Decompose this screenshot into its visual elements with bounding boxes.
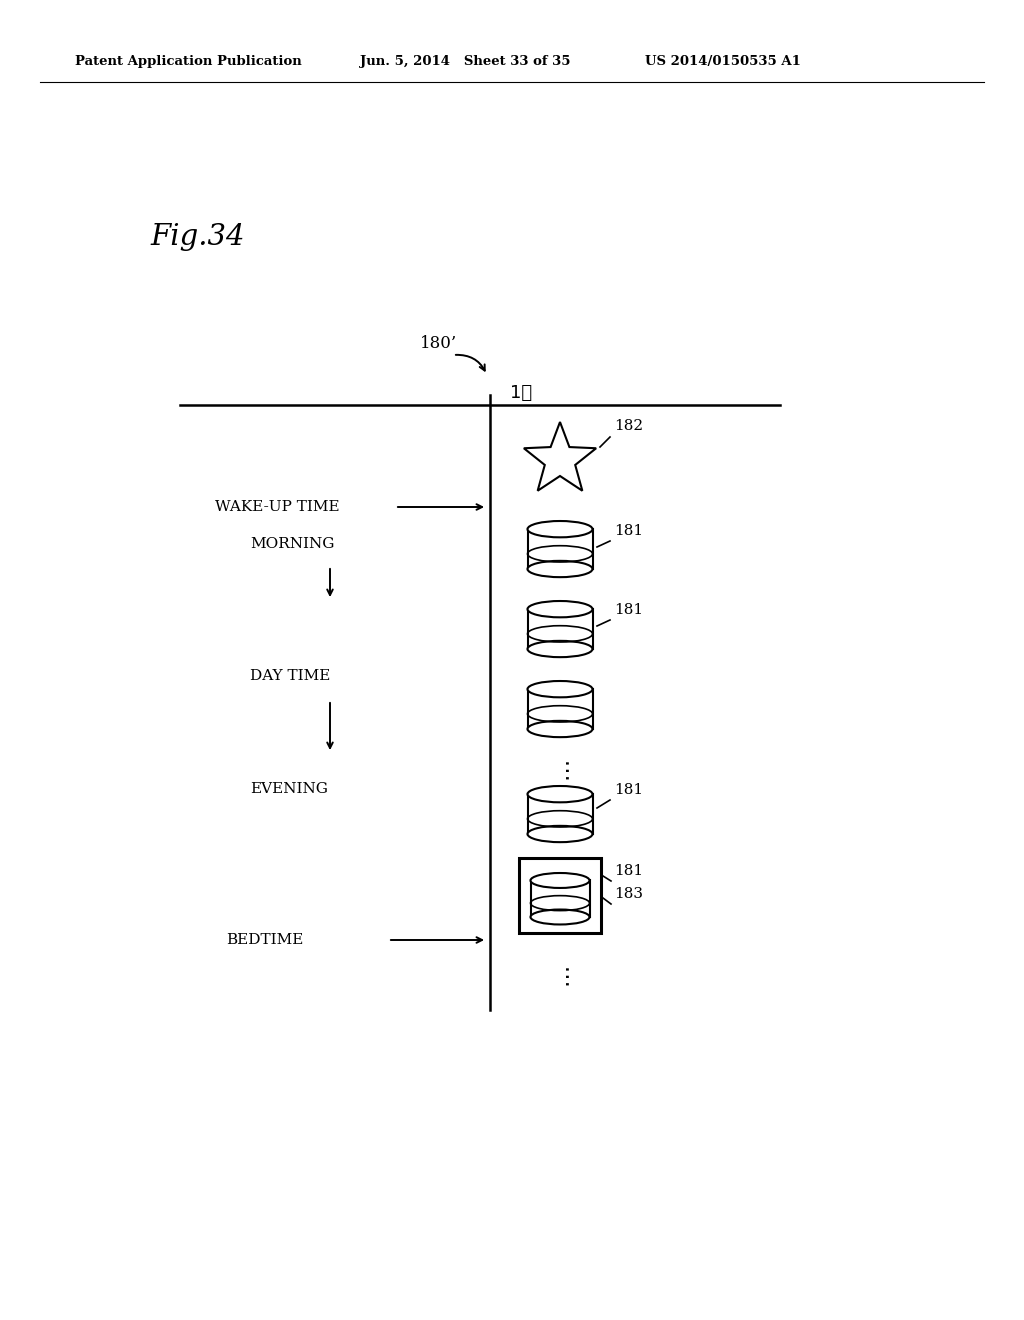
Text: ⋯: ⋯ xyxy=(556,756,575,779)
Polygon shape xyxy=(527,689,593,729)
Polygon shape xyxy=(527,795,593,834)
Ellipse shape xyxy=(527,785,593,803)
Ellipse shape xyxy=(530,873,590,888)
Polygon shape xyxy=(527,529,593,569)
Text: Jun. 5, 2014   Sheet 33 of 35: Jun. 5, 2014 Sheet 33 of 35 xyxy=(360,55,570,69)
Text: 181: 181 xyxy=(614,524,643,539)
Text: WAKE-UP TIME: WAKE-UP TIME xyxy=(215,500,340,513)
Ellipse shape xyxy=(527,681,593,697)
Text: MORNING: MORNING xyxy=(250,537,335,550)
Text: BEDTIME: BEDTIME xyxy=(226,933,303,946)
Text: Fig.34: Fig.34 xyxy=(150,223,245,251)
Ellipse shape xyxy=(527,561,593,577)
Ellipse shape xyxy=(527,521,593,537)
Text: ⋯: ⋯ xyxy=(556,962,575,985)
Ellipse shape xyxy=(527,826,593,842)
Text: 1日: 1日 xyxy=(510,384,532,403)
Ellipse shape xyxy=(527,640,593,657)
Text: 181: 181 xyxy=(614,603,643,616)
Text: 183: 183 xyxy=(614,887,643,902)
Ellipse shape xyxy=(527,601,593,618)
Text: 181: 181 xyxy=(614,783,643,797)
Text: 180’: 180’ xyxy=(420,335,458,352)
Text: US 2014/0150535 A1: US 2014/0150535 A1 xyxy=(645,55,801,69)
Text: DAY TIME: DAY TIME xyxy=(250,669,331,682)
Polygon shape xyxy=(530,880,590,917)
Text: EVENING: EVENING xyxy=(250,781,328,796)
Polygon shape xyxy=(524,422,596,491)
Polygon shape xyxy=(527,609,593,649)
Ellipse shape xyxy=(527,721,593,737)
Text: 181: 181 xyxy=(614,865,643,878)
Ellipse shape xyxy=(530,909,590,924)
Text: 182: 182 xyxy=(614,418,643,433)
Bar xyxy=(519,858,601,932)
Text: Patent Application Publication: Patent Application Publication xyxy=(75,55,302,69)
